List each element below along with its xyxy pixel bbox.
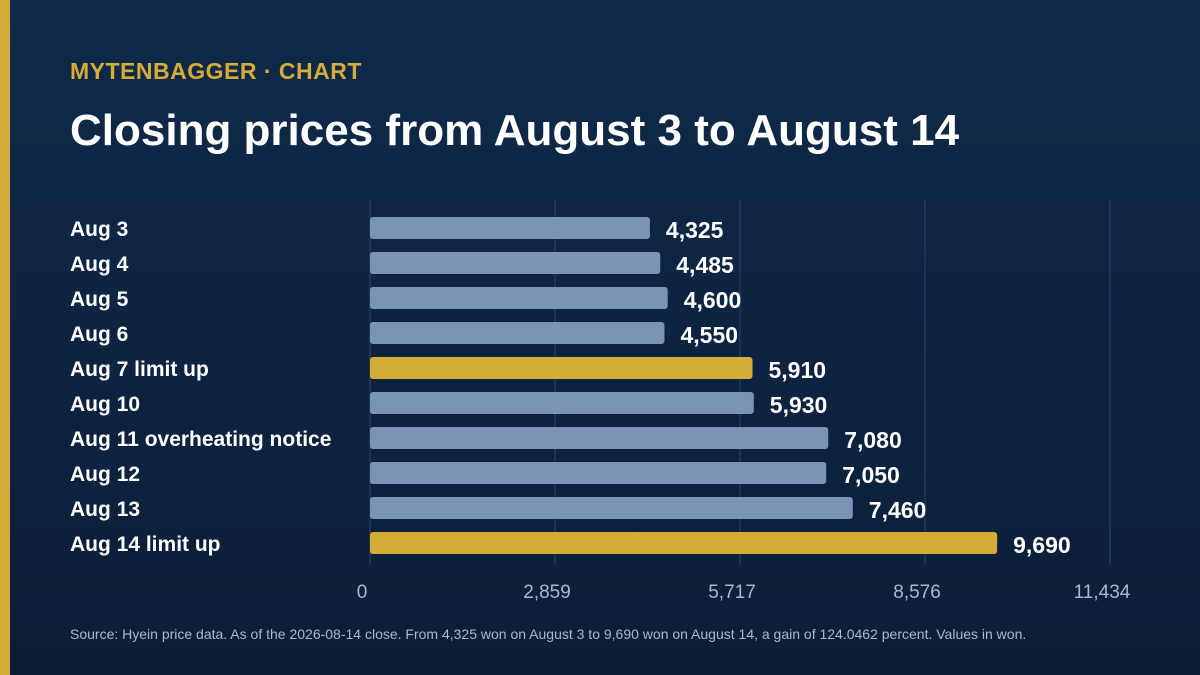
value-label: 7,050 (842, 462, 900, 488)
value-label: 4,600 (684, 287, 742, 313)
x-tick-label: 2,859 (523, 582, 571, 603)
category-label: Aug 6 (70, 323, 128, 346)
bar (370, 497, 853, 519)
bar (370, 217, 650, 239)
value-label: 5,910 (768, 357, 826, 383)
value-label: 4,550 (680, 322, 738, 348)
category-label: Aug 3 (70, 218, 128, 241)
bar (370, 357, 753, 379)
value-label: 9,690 (1013, 532, 1071, 558)
x-tick-label: 11,434 (1074, 582, 1131, 603)
bar (370, 532, 998, 554)
x-tick-labels: 0 2,859 5,717 8,576 11,434 (357, 582, 1131, 603)
category-label: Aug 5 (70, 288, 129, 311)
category-label: Aug 4 (70, 253, 129, 276)
bar (370, 427, 829, 449)
value-label: 4,325 (666, 217, 724, 243)
bar (370, 287, 668, 309)
bar (370, 462, 827, 484)
value-label: 5,930 (770, 392, 828, 418)
bar (370, 322, 665, 344)
bar (370, 392, 754, 414)
category-label: Aug 11 overheating notice (70, 428, 331, 451)
category-label: Aug 14 limit up (70, 533, 221, 556)
chart-title: Closing prices from August 3 to August 1… (70, 106, 960, 155)
bars (370, 217, 998, 554)
value-label: 7,080 (844, 427, 902, 453)
x-tick-label: 8,576 (893, 582, 941, 603)
value-label: 7,460 (869, 497, 927, 523)
category-label: Aug 12 (70, 463, 140, 486)
chart-kicker: MYTENBAGGER · CHART (70, 58, 362, 84)
value-labels: 4,325 4,485 4,600 4,550 5,910 5,930 7,080 7,050… (666, 217, 1071, 558)
category-label: Aug 7 limit up (70, 358, 209, 381)
category-labels: Aug 3 Aug 4 Aug 5 Aug 6 Aug 7 limit up Aug 10… (70, 218, 331, 556)
source-note: Source: Hyein price data. As of the 2026… (70, 626, 1027, 642)
category-label: Aug 13 (70, 498, 140, 521)
x-tick-label: 0 (357, 582, 368, 603)
x-tick-label: 5,717 (708, 582, 756, 603)
value-label: 4,485 (676, 252, 734, 278)
category-label: Aug 10 (70, 393, 140, 416)
bar (370, 252, 661, 274)
accent-bar (0, 0, 10, 675)
